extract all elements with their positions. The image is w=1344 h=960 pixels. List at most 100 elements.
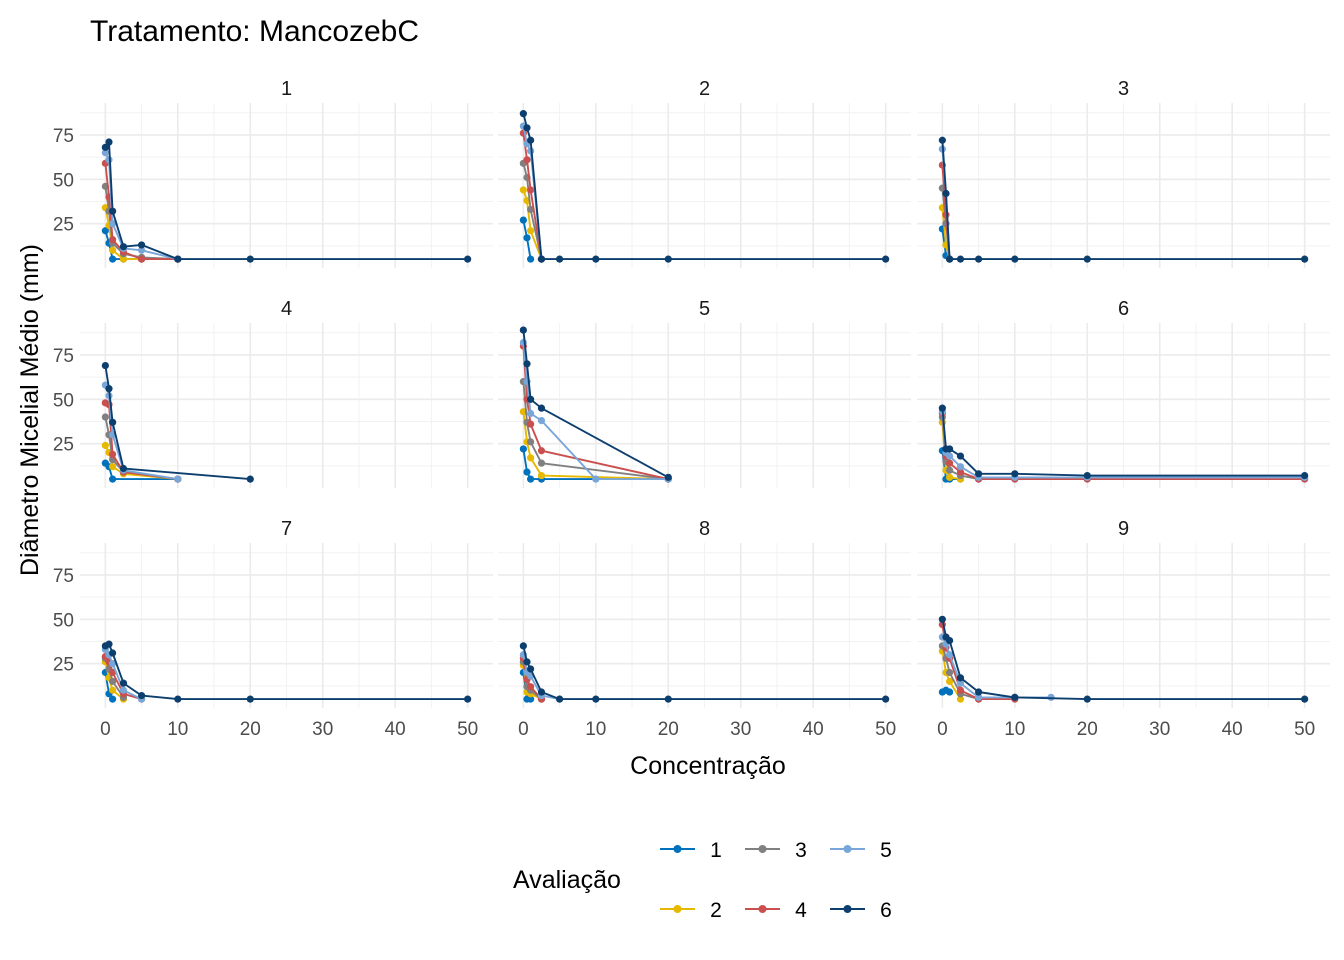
- data-point-6: [1083, 255, 1091, 263]
- data-point-6: [938, 404, 946, 412]
- data-point-4: [527, 683, 535, 691]
- data-point-6: [519, 326, 527, 334]
- data-point-6: [519, 110, 527, 118]
- data-point-6: [938, 136, 946, 144]
- data-point-6: [246, 695, 254, 703]
- panel-2: 2: [498, 78, 911, 268]
- y-tick-label: 25: [53, 215, 74, 236]
- y-tick-label: 75: [53, 126, 74, 147]
- x-tick-label: 30: [1149, 719, 1170, 740]
- data-point-6: [537, 404, 546, 412]
- data-point-2: [109, 686, 117, 694]
- x-tick-label: 10: [585, 719, 606, 740]
- legend-key-point: [843, 845, 852, 853]
- legend-item-4: 4: [745, 899, 807, 922]
- panel-4: 4 25 50 75: [53, 298, 493, 488]
- y-tick-label: 25: [53, 655, 74, 676]
- panel-label: 7: [281, 518, 292, 540]
- data-point-6: [105, 138, 113, 146]
- x-tick-label: 0: [100, 719, 111, 740]
- x-tick-label: 50: [1294, 719, 1315, 740]
- data-point-1: [527, 475, 535, 483]
- data-point-6: [137, 691, 146, 700]
- data-point-4: [137, 255, 146, 263]
- y-axis-title: Diâmetro Micelial Médio (mm): [16, 244, 44, 576]
- data-point-6: [105, 640, 113, 648]
- panel-label: 6: [1118, 298, 1129, 320]
- data-point-6: [109, 418, 117, 426]
- legend: Avaliação 1 2 3 4 5 6: [513, 839, 892, 922]
- data-point-6: [938, 615, 946, 623]
- data-point-1: [519, 216, 527, 224]
- data-point-2: [101, 441, 109, 450]
- data-point-5: [174, 475, 182, 483]
- data-point-6: [974, 470, 983, 478]
- legend-title: Avaliação: [513, 866, 621, 894]
- panel-label: 9: [1118, 518, 1129, 540]
- series-line-4: [522, 658, 543, 700]
- data-point-5: [974, 693, 983, 701]
- data-point-6: [882, 695, 890, 703]
- data-point-5: [119, 686, 128, 694]
- data-point-6: [592, 695, 600, 703]
- series-line-2: [941, 651, 962, 700]
- data-point-6: [974, 255, 983, 263]
- x-tick-label: 40: [803, 719, 824, 740]
- data-point-6: [1301, 471, 1309, 480]
- data-point-4: [527, 186, 535, 194]
- panel-label: 2: [699, 78, 710, 100]
- x-tick-label: 30: [312, 719, 333, 740]
- data-point-5: [137, 246, 146, 254]
- data-point-6: [946, 636, 954, 645]
- data-point-1: [109, 475, 117, 483]
- data-point-3: [946, 668, 954, 677]
- data-point-3: [527, 438, 535, 446]
- data-point-6: [137, 241, 146, 249]
- x-tick-label: 20: [1077, 719, 1098, 740]
- data-point-5: [109, 660, 117, 668]
- data-point-5: [592, 475, 600, 483]
- panel-label: 5: [699, 298, 710, 320]
- series-line-3: [522, 163, 543, 260]
- legend-item-1: 1: [660, 839, 722, 862]
- data-point-4: [527, 420, 535, 428]
- data-point-6: [523, 658, 531, 666]
- data-point-6: [1011, 470, 1019, 478]
- data-point-6: [555, 695, 564, 703]
- data-point-6: [464, 695, 472, 703]
- panel-label: 8: [699, 518, 710, 540]
- x-tick-label: 40: [385, 719, 406, 740]
- data-point-6: [592, 255, 600, 263]
- panel-7: 7 25 50 75 0 10 20 30 40 50: [53, 518, 493, 740]
- x-tick-label: 0: [518, 719, 529, 740]
- data-point-6: [119, 243, 128, 251]
- data-point-1: [946, 688, 954, 696]
- legend-item-3: 3: [745, 839, 807, 862]
- legend-key-point: [673, 845, 682, 853]
- panel-label: 4: [281, 298, 292, 320]
- y-tick-label: 75: [53, 566, 74, 587]
- data-point-6: [1011, 693, 1019, 701]
- legend-item-6: 6: [830, 899, 892, 922]
- data-point-6: [523, 360, 531, 368]
- panel-8: 8 0 10 20 30 40 50: [498, 518, 911, 740]
- legend-item-2: 2: [660, 899, 722, 922]
- data-point-6: [537, 688, 546, 696]
- data-point-2: [119, 255, 128, 263]
- data-point-1: [527, 695, 535, 703]
- x-axis-title: Concentração: [630, 752, 786, 780]
- data-point-2: [519, 186, 527, 194]
- data-point-2: [109, 246, 117, 254]
- data-point-4: [523, 156, 531, 164]
- data-point-4: [956, 468, 965, 476]
- data-point-1: [523, 234, 531, 242]
- data-point-1: [527, 255, 535, 263]
- data-point-6: [942, 189, 950, 198]
- legend-label: 3: [795, 839, 807, 862]
- data-point-6: [1083, 695, 1091, 703]
- x-tick-label: 10: [1004, 719, 1025, 740]
- x-tick-label: 50: [457, 719, 478, 740]
- x-tick-label: 20: [240, 719, 261, 740]
- data-point-6: [519, 642, 527, 650]
- data-point-2: [946, 473, 954, 481]
